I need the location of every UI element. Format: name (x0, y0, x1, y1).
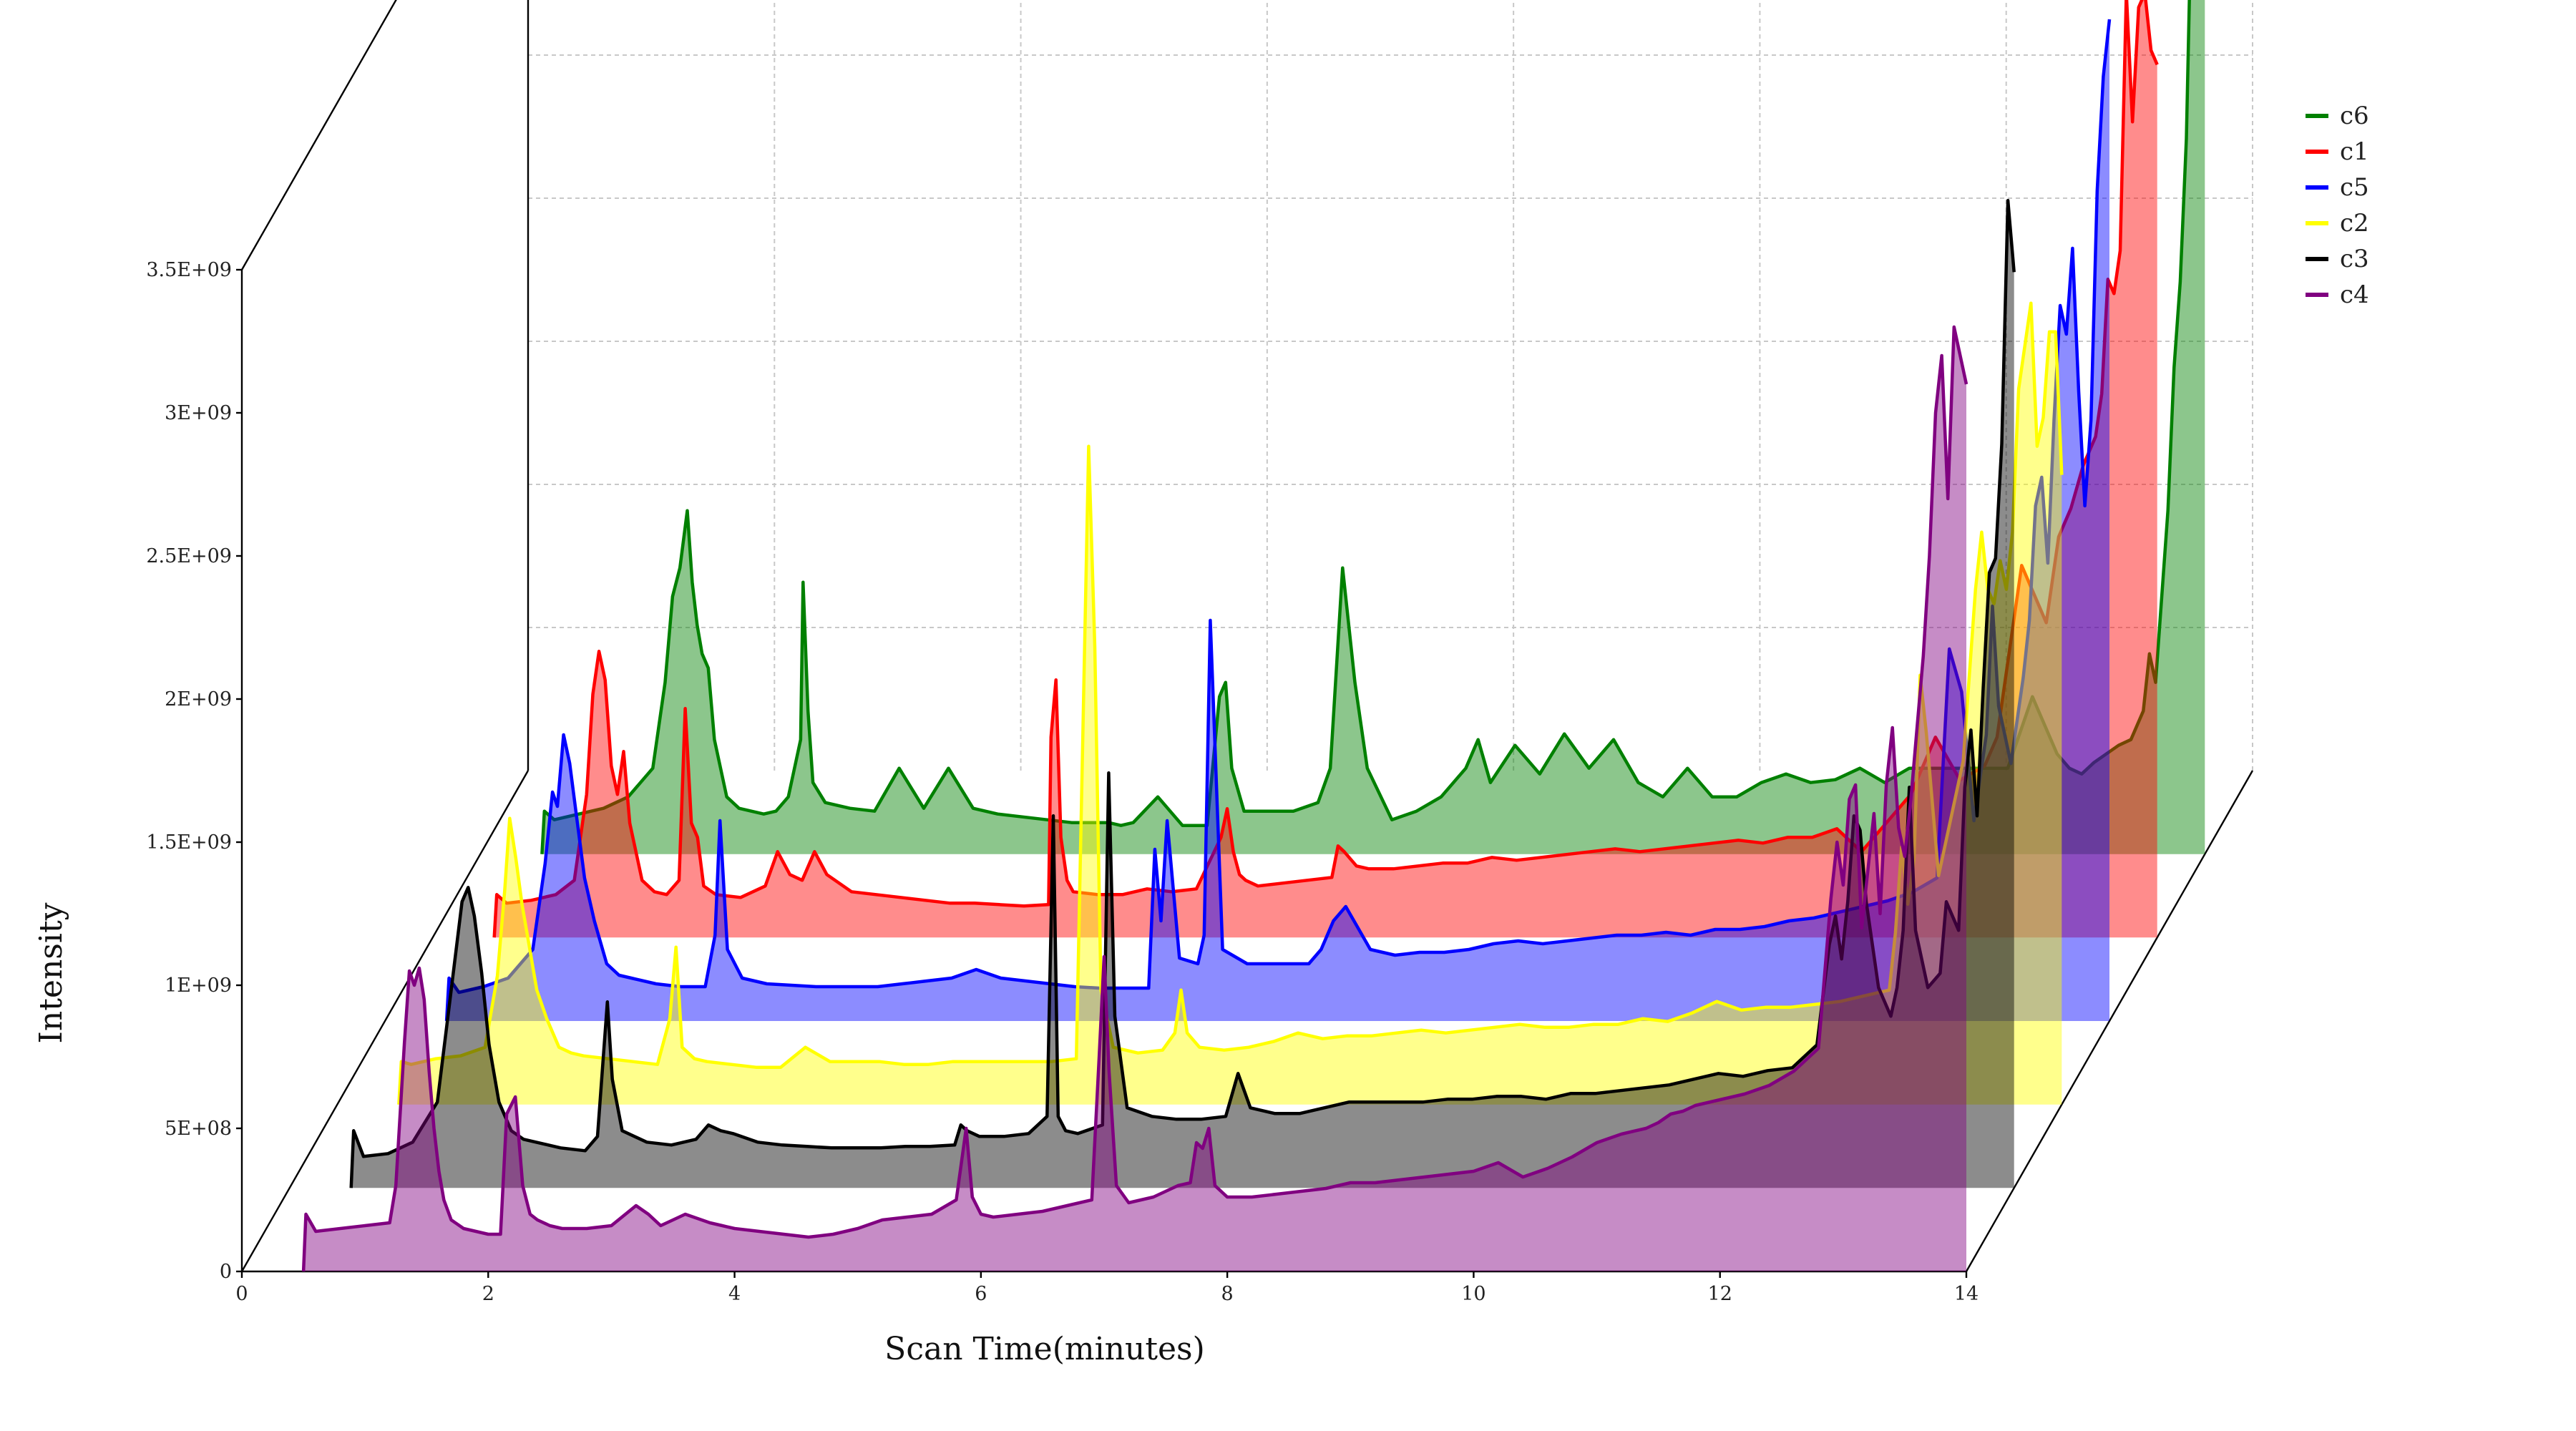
x-tick-label: 0 (235, 1283, 248, 1305)
back-wall-grid (527, 0, 2253, 771)
y-axis-ticks: 0 5E+08 1E+09 1.5E+09 2E+09 2.5E+09 3E+09 3.5E+… (146, 259, 242, 1283)
x-tick-label: 12 (1708, 1283, 1732, 1305)
series-c4 (301, 325, 1968, 1272)
y-tick-label: 1.5E+09 (146, 831, 232, 854)
series-layers (301, 0, 2205, 1272)
legend: c6 c1 c5 c2 c3 c4 (2306, 102, 2369, 309)
y-tick-label: 2.5E+09 (146, 545, 232, 567)
y-tick-label: 0 (220, 1261, 232, 1283)
x-tick-label: 10 (1461, 1283, 1485, 1305)
legend-label-c5: c5 (2340, 173, 2369, 202)
legend-label-c4: c4 (2340, 280, 2369, 309)
axes-frame (240, 0, 2254, 1273)
series-area-c3 (351, 200, 2014, 1188)
x-tick-label: 6 (975, 1283, 987, 1305)
x-tick-label: 2 (482, 1283, 494, 1305)
series-c1 (492, 0, 2159, 938)
y-axis-title: Intensity (33, 902, 69, 1043)
series-c6 (540, 0, 2205, 854)
depth-axis-left-bottom (240, 770, 530, 1272)
series-line-c6 (540, 0, 2191, 854)
legend-label-c6: c6 (2340, 102, 2369, 130)
series-area-c1 (494, 0, 2157, 938)
series-area-c2 (399, 303, 2062, 1105)
depth-axis-left-top (240, 0, 397, 270)
series-area-c6 (542, 0, 2205, 854)
x-tick-label: 4 (728, 1283, 741, 1305)
x-tick-label: 8 (1221, 1283, 1234, 1305)
y-tick-label: 3.5E+09 (146, 259, 232, 281)
series-line-c5 (444, 19, 2112, 1022)
x-axis-ticks: 0 2 4 6 8 10 12 14 (235, 1271, 1979, 1305)
series-area-c4 (303, 327, 1966, 1271)
x-tick-label: 14 (1954, 1283, 1979, 1305)
legend-label-c2: c2 (2340, 209, 2369, 238)
y-tick-label: 5E+08 (165, 1118, 232, 1140)
series-c3 (349, 199, 2016, 1188)
y-tick-label: 2E+09 (165, 688, 232, 710)
series-line-c3 (349, 199, 2016, 1188)
y-tick-label: 1E+09 (165, 975, 232, 997)
legend-label-c1: c1 (2340, 137, 2369, 166)
x-axis-title: Scan Time(minutes) (884, 1331, 1205, 1367)
legend-label-c3: c3 (2340, 245, 2369, 273)
y-tick-label: 3E+09 (165, 402, 232, 424)
depth-axis-right-bottom (1965, 770, 2254, 1272)
series-line-c4 (301, 325, 1968, 1272)
series-line-c1 (492, 0, 2159, 938)
